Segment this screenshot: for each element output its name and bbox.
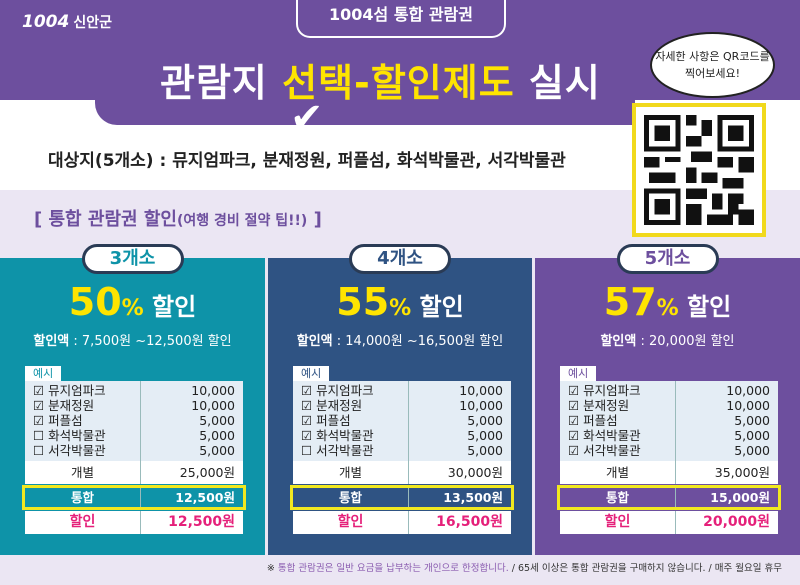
discount-percent: 50% 할인 (68, 280, 197, 324)
individual-row: 개별 35,000원 (560, 461, 778, 484)
speech-bubble: 자세한 사항은 QR코드를 찍어보세요! (650, 32, 775, 98)
site-item: ☐ 서각박물관 (33, 443, 106, 458)
site-item: ☑ 뮤지엄파크 (568, 383, 641, 398)
site-item: ☑ 화석박물관 (301, 428, 374, 443)
site-price: 5,000 (734, 428, 770, 443)
site-item: ☐ 화석박물관 (33, 428, 106, 443)
site-item: ☑ 서각박물관 (568, 443, 641, 458)
qr-code[interactable] (632, 103, 766, 237)
header-tab: 1004섬 통합 관람권 (296, 0, 506, 38)
example-tab: 예시 (560, 366, 597, 381)
site-price: 10,000 (191, 383, 235, 398)
check-icon: ✔ (290, 95, 324, 141)
target-sites: 대상지(5개소) : 뮤지엄파크, 분재정원, 퍼플섬, 화석박물관, 서각박물… (48, 151, 566, 171)
example-tab: 예시 (293, 366, 330, 381)
section-title: [ 통합 관람권 할인(여행 경비 절약 팁!!) ] (34, 209, 322, 230)
combined-row: 통합 13,500원 (290, 485, 514, 510)
example-table: 예시 ☑ 뮤지엄파크 ☑ 분재정원 ☑ 퍼플섬 ☑ 화석박물관 ☑ 서각박물관 10,00… (557, 365, 781, 534)
plan-label: 3개소 (81, 244, 184, 274)
discount-percent: 57% 할인 (603, 280, 732, 324)
page-title: 관람지 선택-할인제도 실시 (160, 61, 601, 105)
example-table: 예시 ☑ 뮤지엄파크 ☑ 분재정원 ☑ 퍼플섬 ☑ 화석박물관 ☐ 서각박물관 10,00… (290, 365, 514, 534)
plan-column: 4개소 55% 할인 할인액 : 14,000원 ~16,500원 할인 예시 … (268, 244, 532, 555)
plan-column: 3개소 50% 할인 할인액 : 7,500원 ~12,500원 할인 예시 ☑… (0, 244, 265, 555)
discount-row: 할인 20,000원 (560, 511, 778, 534)
qr-code-icon (644, 115, 754, 225)
discount-row: 할인 16,500원 (293, 511, 511, 534)
site-item: ☑ 분재정원 (33, 398, 95, 413)
site-item: ☑ 퍼플섬 (568, 413, 618, 428)
header-tongue (95, 99, 635, 125)
individual-row: 개별 25,000원 (25, 461, 243, 484)
combined-row: 통합 12,500원 (22, 485, 246, 510)
site-item: ☑ 퍼플섬 (301, 413, 351, 428)
example-tab: 예시 (25, 366, 62, 381)
site-price: 5,000 (467, 443, 503, 458)
site-price: 10,000 (726, 398, 770, 413)
discount-row: 할인 12,500원 (25, 511, 243, 534)
site-price: 5,000 (467, 413, 503, 428)
site-item: ☐ 서각박물관 (301, 443, 374, 458)
individual-row: 개별 30,000원 (293, 461, 511, 484)
site-item: ☑ 퍼플섬 (33, 413, 83, 428)
site-price: 5,000 (199, 428, 235, 443)
plan-label: 5개소 (616, 244, 719, 274)
site-item: ☑ 뮤지엄파크 (33, 383, 106, 398)
combined-row: 통합 15,000원 (557, 485, 781, 510)
logo: 1004 신안군 (22, 12, 112, 32)
site-price: 5,000 (199, 413, 235, 428)
site-price: 5,000 (734, 413, 770, 428)
site-price: 10,000 (459, 398, 503, 413)
site-price: 5,000 (467, 428, 503, 443)
site-price: 10,000 (726, 383, 770, 398)
plan-label: 4개소 (349, 244, 451, 274)
site-item: ☑ 뮤지엄파크 (301, 383, 374, 398)
footer-note: ※ 통합 관람권은 일반 요금을 납부하는 개인으로 한정합니다. / 65세 … (266, 563, 782, 574)
plan-column: 5개소 57% 할인 할인액 : 20,000원 할인 예시 ☑ 뮤지엄파크 ☑ … (535, 244, 800, 555)
example-table: 예시 ☑ 뮤지엄파크 ☑ 분재정원 ☑ 퍼플섬 ☐ 화석박물관 ☐ 서각박물관 10,00… (22, 365, 246, 534)
site-price: 10,000 (191, 398, 235, 413)
discount-amount: 할인액 : 20,000원 할인 (600, 334, 735, 349)
site-item: ☑ 화석박물관 (568, 428, 641, 443)
site-price: 10,000 (459, 383, 503, 398)
site-price: 5,000 (734, 443, 770, 458)
discount-percent: 55% 할인 (336, 280, 464, 324)
discount-amount: 할인액 : 14,000원 ~16,500원 할인 (296, 334, 504, 349)
site-item: ☑ 분재정원 (301, 398, 363, 413)
site-price: 5,000 (199, 443, 235, 458)
site-item: ☑ 분재정원 (568, 398, 630, 413)
discount-amount: 할인액 : 7,500원 ~12,500원 할인 (33, 334, 232, 349)
